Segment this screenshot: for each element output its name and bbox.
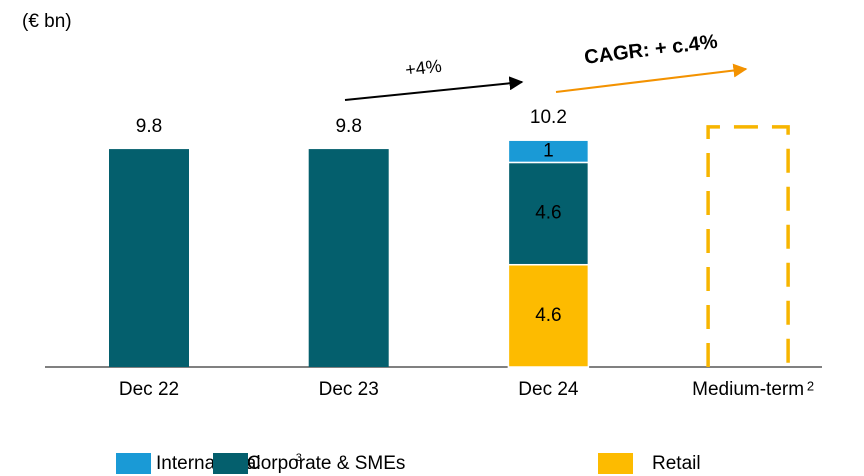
x-tick-label: Dec 22 [119,379,179,400]
bar-segment [507,263,590,368]
legend-swatch [213,453,248,474]
legend-swatch [116,453,151,474]
x-tick-label: Dec 24 [518,379,579,400]
bar-segment [507,139,590,164]
segment-label: 4.6 [535,203,561,224]
total-label: 10.2 [530,107,567,128]
target-outline [706,125,790,367]
legend-swatch [598,453,633,474]
annotation-label: +4% [404,56,443,80]
unit-label: (€ bn) [22,11,72,32]
segment-label: 1 [543,140,554,161]
annotation-label: CAGR: + c.4% [583,31,719,69]
x-tick-label: Dec 23 [319,379,379,400]
bar-segment [507,161,590,266]
bar-segment [109,149,189,367]
total-label: 9.8 [136,116,162,137]
bar-segment [308,149,389,367]
x-tick-label: Medium-term [692,379,804,400]
legend-label: Corporate & SMEs [247,453,405,474]
annotation-arrow [344,76,524,101]
footnote-mark: 3 [296,452,302,464]
total-label: 9.8 [335,116,361,137]
segment-label: 4.6 [535,305,561,326]
annotation-arrow [555,63,748,93]
footnote-mark: 2 [807,378,814,393]
legend-label: Retail [652,453,701,474]
